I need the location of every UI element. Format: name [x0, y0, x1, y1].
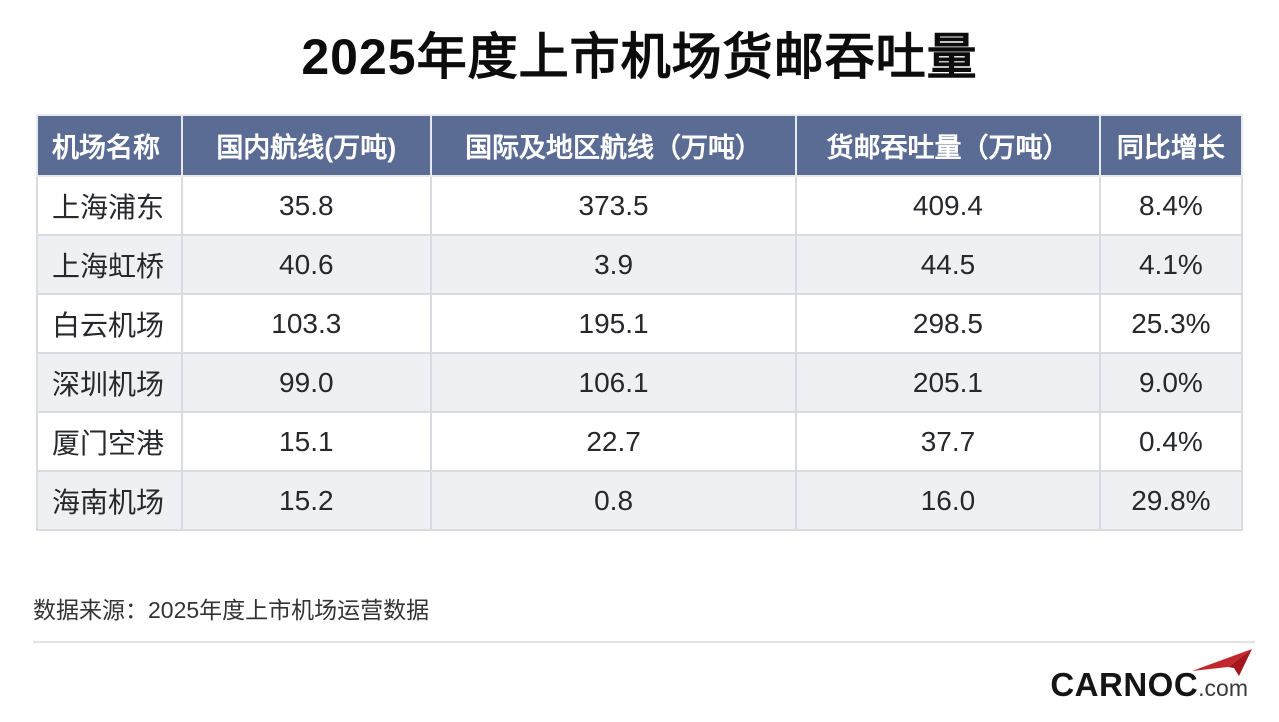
airport-name-cell: 上海浦东: [36, 175, 183, 236]
table-row: 上海浦东 35.8 373.5 409.4 8.4%: [36, 175, 1244, 236]
logo-text: CARNOC.com: [1050, 668, 1248, 701]
table-row: 厦门空港 15.1 22.7 37.7 0.4%: [36, 411, 1244, 472]
throughput-cell: 298.5: [795, 293, 1101, 354]
international-cell: 106.1: [430, 352, 798, 413]
logo-brand-label: CARNOC: [1050, 666, 1199, 703]
airport-name-cell: 厦门空港: [36, 411, 183, 472]
page-title: 2025年度上市机场货邮吞吐量: [301, 29, 978, 85]
throughput-cell: 44.5: [795, 234, 1101, 295]
header-yoy-growth: 同比增长: [1098, 114, 1244, 177]
header-airport-name: 机场名称: [36, 114, 183, 177]
red-wing-swoosh-icon: [1192, 649, 1252, 676]
domestic-cell: 40.6: [180, 234, 433, 295]
throughput-cell: 37.7: [795, 411, 1101, 472]
growth-cell: 4.1%: [1098, 234, 1244, 295]
international-cell: 0.8: [430, 470, 798, 531]
throughput-cell: 16.0: [795, 470, 1101, 531]
logo-tld-label: .com: [1198, 675, 1248, 701]
table-container: 机场名称 国内航线(万吨) 国际及地区航线（万吨） 货邮吞吐量（万吨） 同比增长…: [36, 114, 1244, 531]
table-row: 深圳机场 99.0 106.1 205.1 9.0%: [36, 352, 1244, 413]
table-row: 白云机场 103.3 195.1 298.5 25.3%: [36, 293, 1244, 354]
international-cell: 3.9: [430, 234, 798, 295]
footer-bar: CARNOC.com: [0, 643, 1279, 718]
growth-cell: 29.8%: [1098, 470, 1244, 531]
data-source-note: 数据来源：2025年度上市机场运营数据: [33, 597, 430, 623]
table-row: 上海虹桥 40.6 3.9 44.5 4.1%: [36, 234, 1244, 295]
table-header: 机场名称 国内航线(万吨) 国际及地区航线（万吨） 货邮吞吐量（万吨） 同比增长: [36, 114, 1244, 177]
throughput-cell: 409.4: [795, 175, 1101, 236]
domestic-cell: 99.0: [180, 352, 433, 413]
throughput-cell: 205.1: [795, 352, 1101, 413]
header-international-routes: 国际及地区航线（万吨）: [430, 114, 798, 177]
carnoc-logo: CARNOC.com: [1050, 647, 1252, 707]
table-row: 海南机场 15.2 0.8 16.0 29.8%: [36, 470, 1244, 531]
growth-cell: 0.4%: [1098, 411, 1244, 472]
header-row: 机场名称 国内航线(万吨) 国际及地区航线（万吨） 货邮吞吐量（万吨） 同比增长: [36, 114, 1244, 177]
international-cell: 195.1: [430, 293, 798, 354]
growth-cell: 25.3%: [1098, 293, 1244, 354]
footer-divider: [33, 641, 1255, 643]
airport-name-cell: 深圳机场: [36, 352, 183, 413]
international-cell: 22.7: [430, 411, 798, 472]
growth-cell: 9.0%: [1098, 352, 1244, 413]
domestic-cell: 15.2: [180, 470, 433, 531]
cargo-throughput-table: 机场名称 国内航线(万吨) 国际及地区航线（万吨） 货邮吞吐量（万吨） 同比增长…: [36, 114, 1244, 531]
table-body: 上海浦东 35.8 373.5 409.4 8.4% 上海虹桥 40.6 3.9…: [36, 175, 1244, 531]
header-domestic-routes: 国内航线(万吨): [180, 114, 433, 177]
header-total-throughput: 货邮吞吐量（万吨）: [795, 114, 1101, 177]
domestic-cell: 35.8: [180, 175, 433, 236]
growth-cell: 8.4%: [1098, 175, 1244, 236]
airport-name-cell: 白云机场: [36, 293, 183, 354]
domestic-cell: 103.3: [180, 293, 433, 354]
domestic-cell: 15.1: [180, 411, 433, 472]
international-cell: 373.5: [430, 175, 798, 236]
airport-name-cell: 海南机场: [36, 470, 183, 531]
airport-name-cell: 上海虹桥: [36, 234, 183, 295]
